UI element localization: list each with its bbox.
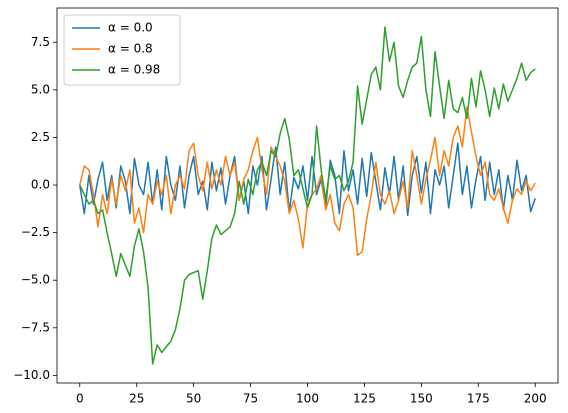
x-tick-label: 75 <box>243 392 258 406</box>
x-tick-label: 25 <box>129 392 144 406</box>
x-tick-label: 150 <box>410 392 433 406</box>
x-tick-label: 200 <box>524 392 547 406</box>
y-tick-label: −10.0 <box>13 368 50 382</box>
x-tick-label: 125 <box>353 392 376 406</box>
y-tick-label: −5.0 <box>21 273 50 287</box>
y-tick-label: 7.5 <box>31 35 50 49</box>
x-tick-label: 50 <box>186 392 201 406</box>
series-line <box>79 142 536 217</box>
series-line <box>79 106 536 257</box>
y-tick-label: −2.5 <box>21 225 50 239</box>
series-line <box>79 26 536 365</box>
y-tick-label: −7.5 <box>21 320 50 334</box>
legend-box <box>63 14 181 86</box>
y-tick-label: 0.0 <box>31 178 50 192</box>
x-tick-label: 100 <box>296 392 319 406</box>
x-tick-label: 0 <box>76 392 84 406</box>
plot-frame <box>56 7 559 384</box>
legend-label: α = 0.0 <box>108 21 153 35</box>
y-tick-label: 5.0 <box>31 82 50 96</box>
y-tick-label: 2.5 <box>31 130 50 144</box>
legend-label: α = 0.98 <box>108 63 160 77</box>
x-tick-label: 175 <box>467 392 490 406</box>
legend-label: α = 0.8 <box>108 42 153 56</box>
